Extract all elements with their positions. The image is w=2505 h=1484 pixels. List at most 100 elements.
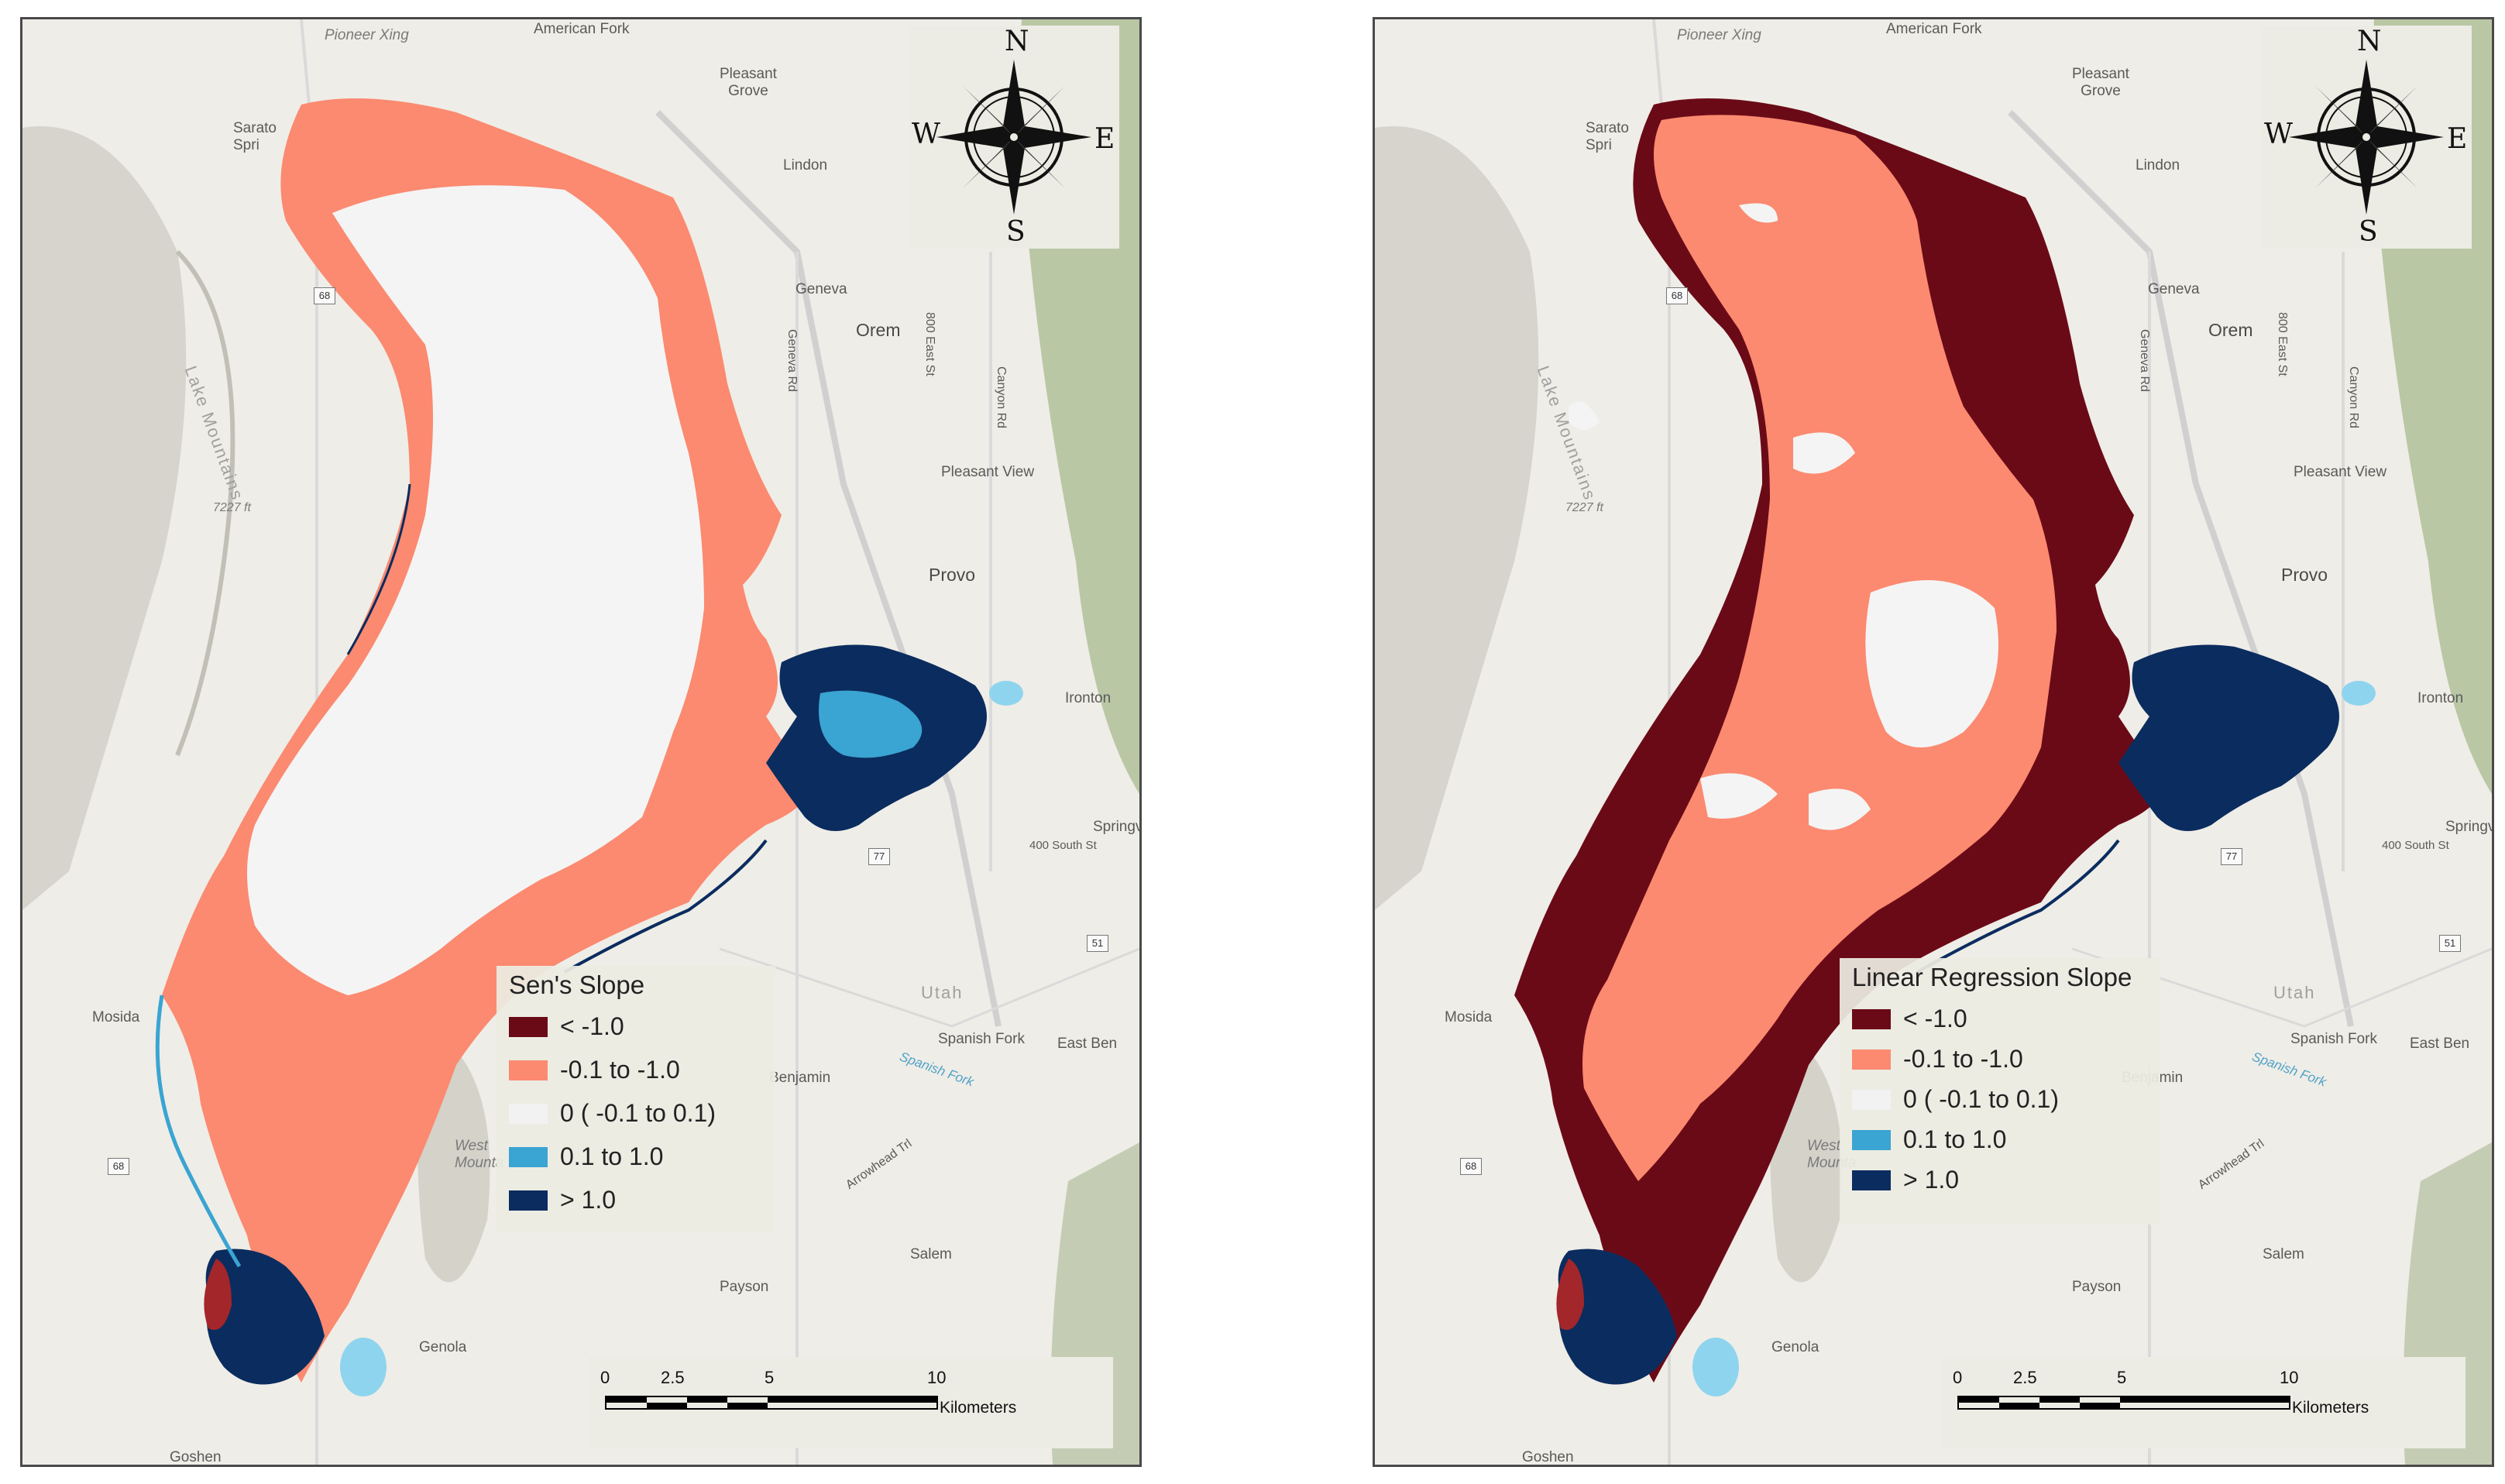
- patch-white: [1700, 773, 1778, 819]
- scale-tick-0: 0: [600, 1368, 610, 1387]
- legend-label: < -1.0: [1903, 1005, 1967, 1032]
- road-diagonal: [719, 947, 1139, 1028]
- label-goshen: Goshen: [170, 1449, 222, 1465]
- label-springville: Springv: [2445, 819, 2494, 835]
- label-spanish-fork: Spanish Fork: [938, 1031, 1025, 1047]
- route-68-shield-south: 68: [1460, 1158, 1482, 1175]
- basemap: [1375, 19, 2492, 1465]
- label-saratoga-springs: Sarato Spri: [233, 120, 277, 153]
- legend-swatch: [1852, 1049, 1891, 1070]
- legend-label: < -1.0: [560, 1012, 624, 1040]
- label-provo: Provo: [929, 565, 976, 585]
- label-goshen: Goshen: [1522, 1449, 1574, 1465]
- label-geneva: Geneva: [795, 281, 847, 297]
- label-800-east-st: 800 East St: [923, 312, 936, 376]
- legend-swatch: [509, 1017, 548, 1037]
- patch-white: [1809, 788, 1871, 830]
- label-payson: Payson: [720, 1279, 769, 1295]
- compass-n: N: [1005, 26, 1029, 57]
- label-geneva-rd: Geneva Rd: [2138, 329, 2151, 392]
- provo-bay-light: [819, 690, 923, 758]
- scale-tick-2-5: 2.5: [2013, 1368, 2037, 1387]
- label-salem: Salem: [2263, 1246, 2304, 1262]
- label-pleasant-view: Pleasant View: [941, 464, 1035, 480]
- label-springville: Springv: [1093, 819, 1142, 835]
- label-east-bench: East Ben: [2410, 1036, 2470, 1052]
- genola-pond: [1692, 1338, 1739, 1396]
- label-orem: Orem: [2208, 320, 2253, 340]
- route-51-shield: 51: [2439, 935, 2461, 952]
- legend-label: 0 ( -0.1 to 0.1): [1903, 1085, 2059, 1113]
- label-pleasant-grove: Pleasant Grove: [720, 66, 777, 99]
- scale-bar-graphic: [1957, 1396, 2290, 1410]
- label-spanish-fork: Spanish Fork: [2290, 1031, 2377, 1047]
- label-american-fork: American Fork: [534, 21, 630, 37]
- pond-east: [989, 681, 1023, 706]
- route-77-shield: 77: [868, 848, 890, 865]
- compass-s: S: [1006, 216, 1026, 248]
- route-77-shield: 77: [2221, 848, 2242, 865]
- north-arrow: N S W E: [2261, 26, 2472, 249]
- legend-swatch: [509, 1190, 548, 1211]
- label-payson: Payson: [2072, 1279, 2122, 1295]
- scale-tick-10: 10: [927, 1368, 947, 1387]
- scale-tick-5: 5: [2117, 1368, 2127, 1387]
- provo-bay: [2118, 644, 2339, 831]
- label-pioneer-xing: Pioneer Xing: [325, 27, 409, 43]
- label-canyon-rd: Canyon Rd: [995, 366, 1008, 429]
- patch-white: [1865, 580, 1998, 747]
- label-american-fork: American Fork: [1886, 21, 1982, 37]
- scale-units: Kilometers: [940, 1399, 1017, 1417]
- label-genola: Genola: [419, 1339, 467, 1355]
- legend-label: > 1.0: [560, 1186, 617, 1214]
- goshen-bay: [1558, 1249, 1677, 1385]
- terrain-lake-mountains: [22, 126, 187, 910]
- lake-center-white: [247, 185, 704, 996]
- legend-sens-slope: Sen's Slope < -1.0 -0.1 to -1.0 0 ( -0.1…: [497, 966, 775, 1232]
- legend-label: > 1.0: [1903, 1166, 1960, 1194]
- route-51-shield: 51: [1087, 935, 1108, 952]
- map-panel-sens-slope: Pioneer Xing American Fork Pleasant Grov…: [20, 17, 1142, 1467]
- label-salem: Salem: [910, 1246, 952, 1262]
- label-utah: Utah: [921, 983, 964, 1002]
- legend-label: 0 ( -0.1 to 0.1): [560, 1099, 716, 1127]
- label-geneva: Geneva: [2148, 281, 2200, 297]
- legend-swatch: [509, 1060, 548, 1080]
- route-68-shield-south: 68: [108, 1158, 129, 1175]
- compass-rose-icon: [936, 60, 1091, 215]
- label-genola: Genola: [1771, 1339, 1819, 1355]
- terrain-lake-mountains: [1375, 126, 1539, 910]
- highway-i15: [2008, 110, 2354, 1027]
- legend-linear-regression-slope: Linear Regression Slope < -1.0 -0.1 to -…: [1840, 958, 2160, 1225]
- label-saratoga-springs: Sarato Spri: [1586, 120, 1629, 153]
- scale-tick-0: 0: [1953, 1368, 1963, 1387]
- legend-label: 0.1 to 1.0: [1903, 1125, 2007, 1153]
- patch-white: [1569, 401, 1600, 430]
- goshen-bay: [205, 1249, 325, 1385]
- label-west-mountain: West Mounta: [455, 1138, 504, 1171]
- label-geneva-rd: Geneva Rd: [785, 329, 799, 392]
- legend-label: 0.1 to 1.0: [560, 1142, 664, 1170]
- legend-swatch: [509, 1147, 548, 1167]
- label-orem: Orem: [856, 320, 901, 340]
- highway-i15: [655, 110, 1002, 1027]
- label-canyon-rd: Canyon Rd: [2347, 366, 2360, 429]
- map-panel-linear-regression-slope: Pioneer Xing American Fork Pleasant Grov…: [1373, 17, 2494, 1467]
- label-provo: Provo: [2281, 565, 2328, 585]
- legend-swatch: [1852, 1090, 1891, 1110]
- scale-units: Kilometers: [2292, 1399, 2369, 1417]
- label-east-bench: East Ben: [1057, 1036, 1118, 1052]
- legend-swatch: [1852, 1130, 1891, 1150]
- patch-white: [1793, 432, 1855, 474]
- scale-bar-graphic: [605, 1396, 938, 1410]
- pond-east: [2342, 681, 2376, 706]
- label-400-south-st: 400 South St: [2382, 839, 2449, 852]
- route-68-shield: 68: [1666, 287, 1688, 304]
- route-68-shield: 68: [314, 287, 335, 304]
- genola-pond: [340, 1338, 387, 1396]
- shore-fringe-south: [1916, 839, 2120, 974]
- lake-center-salmon: [1582, 115, 2057, 1181]
- label-800-east-st: 800 East St: [2276, 312, 2289, 376]
- compass-n: N: [2357, 26, 2382, 57]
- label-pleasant-view: Pleasant View: [2294, 464, 2387, 480]
